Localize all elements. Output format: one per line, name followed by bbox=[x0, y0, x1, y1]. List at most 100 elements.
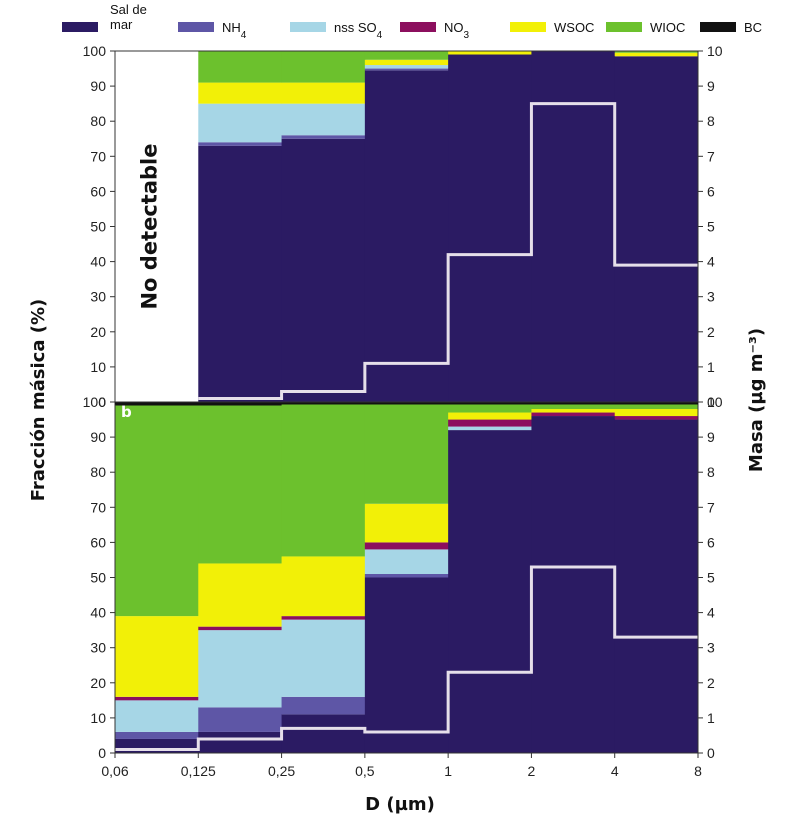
bar-segment-a-1-wsoc bbox=[198, 82, 283, 104]
x-tick-label: 0,5 bbox=[355, 763, 375, 779]
bar-segment-a-3-so4 bbox=[364, 65, 449, 69]
left-tick-label: 70 bbox=[90, 499, 106, 515]
x-tick-label: 1 bbox=[444, 763, 452, 779]
bar-segment-a-3-wioc bbox=[364, 51, 449, 60]
left-tick-label: 90 bbox=[90, 78, 106, 94]
bar-segment-b-0-nh4 bbox=[115, 731, 199, 739]
legend-swatch-no3 bbox=[400, 22, 436, 32]
left-tick-label: 0 bbox=[98, 394, 106, 410]
bar-segment-a-2-sal bbox=[281, 138, 366, 402]
bar-segment-b-3-wioc bbox=[364, 402, 449, 504]
left-tick-label: 10 bbox=[90, 710, 106, 726]
bar-segment-b-1-nh4 bbox=[198, 707, 283, 732]
legend-label-sal: mar bbox=[110, 17, 133, 32]
legend-label-wsoc: WSOC bbox=[554, 20, 594, 35]
bar-segment-a-1-sal bbox=[198, 145, 283, 402]
bar-segment-b-3-nh4 bbox=[364, 573, 449, 578]
right-tick-label: 1 bbox=[707, 710, 715, 726]
bar-segment-b-0-no3 bbox=[115, 696, 199, 701]
right-tick-label: 4 bbox=[707, 605, 715, 621]
bar-segment-b-5-no3 bbox=[531, 412, 616, 417]
bar-segment-b-1-sal bbox=[198, 731, 283, 753]
bar-segment-b-2-so4 bbox=[281, 619, 366, 697]
x-tick-label: 0,25 bbox=[268, 763, 295, 779]
panel-b: b bbox=[114, 401, 699, 754]
legend-label-no3: NO3 bbox=[444, 20, 470, 41]
left-tick-label: 30 bbox=[90, 289, 106, 305]
x-tick-label: 4 bbox=[611, 763, 619, 779]
bar-segment-a-6-wsoc bbox=[614, 52, 699, 57]
y-axis-title-left: Fracción másica (%) bbox=[28, 299, 49, 501]
right-tick-label: 9 bbox=[707, 78, 715, 94]
legend-swatch-nh4 bbox=[178, 22, 214, 32]
bar-segment-b-2-wsoc bbox=[281, 556, 366, 617]
right-tick-label: 7 bbox=[707, 499, 715, 515]
legend-swatch-wioc bbox=[606, 22, 642, 32]
legend-label-so4: nss SO4 bbox=[334, 20, 383, 41]
left-tick-label: 60 bbox=[90, 183, 106, 199]
left-tick-label: 70 bbox=[90, 148, 106, 164]
bar-segment-b-6-no3 bbox=[614, 416, 699, 420]
left-tick-label: 100 bbox=[83, 43, 107, 59]
no-detectable-annotation: No detectable bbox=[138, 143, 162, 309]
y-axis-title-right: Masa (µg m⁻³) bbox=[746, 328, 767, 472]
right-tick-label: 6 bbox=[707, 534, 715, 550]
right-tick-label: 8 bbox=[707, 464, 715, 480]
right-tick-label: 2 bbox=[707, 324, 715, 340]
bar-segment-a-3-wsoc bbox=[364, 59, 449, 66]
legend-swatch-so4 bbox=[290, 22, 326, 32]
panel-label-a: a bbox=[121, 52, 131, 70]
legend-swatch-bc bbox=[700, 22, 736, 32]
bar-segment-b-2-wioc bbox=[281, 402, 366, 557]
right-tick-label: 5 bbox=[707, 219, 715, 235]
right-tick-label: 0 bbox=[707, 394, 715, 410]
bar-segment-b-2-nh4 bbox=[281, 696, 366, 715]
left-tick-label: 90 bbox=[90, 429, 106, 445]
left-tick-label: 60 bbox=[90, 534, 106, 550]
right-tick-label: 2 bbox=[707, 675, 715, 691]
bar-segment-b-5-sal bbox=[531, 416, 616, 753]
x-tick-label: 0,125 bbox=[181, 763, 216, 779]
bar-segment-b-3-wsoc bbox=[364, 503, 449, 543]
bar-segment-a-2-so4 bbox=[281, 103, 366, 136]
left-tick-label: 50 bbox=[90, 219, 106, 235]
bar-segment-b-2-sal bbox=[281, 714, 366, 753]
bar-segment-b-1-so4 bbox=[198, 630, 283, 708]
left-tick-label: 80 bbox=[90, 113, 106, 129]
mass-step-line-a bbox=[198, 102, 698, 400]
bar-segment-b-3-so4 bbox=[364, 549, 449, 574]
right-tick-label: 4 bbox=[707, 254, 715, 270]
right-tick-label: 7 bbox=[707, 148, 715, 164]
bar-segment-a-3-nh4 bbox=[364, 68, 449, 71]
bar-segment-b-0-so4 bbox=[115, 700, 199, 732]
legend-swatch-sal bbox=[62, 22, 98, 32]
bar-segment-a-6-wioc bbox=[614, 51, 699, 53]
bar-segment-a-1-so4 bbox=[198, 103, 283, 143]
left-tick-label: 40 bbox=[90, 605, 106, 621]
bar-segment-a-3-sal bbox=[364, 70, 449, 403]
right-tick-label: 3 bbox=[707, 289, 715, 305]
bar-segment-b-3-sal bbox=[364, 577, 449, 753]
bar-segment-b-1-no3 bbox=[198, 626, 283, 631]
bar-segment-a-2-nh4 bbox=[281, 135, 366, 139]
bar-segment-b-5-wsoc bbox=[531, 409, 616, 413]
bar-segment-a-6-sal bbox=[614, 56, 699, 402]
bar-segment-b-6-sal bbox=[614, 419, 699, 753]
mass-step-line-b bbox=[115, 565, 698, 751]
legend-label-sal: Sal de bbox=[110, 2, 147, 17]
right-tick-label: 1 bbox=[707, 359, 715, 375]
bar-segment-a-1-wioc bbox=[198, 51, 283, 83]
right-tick-label: 3 bbox=[707, 640, 715, 656]
bar-segment-b-1-wioc bbox=[198, 405, 283, 564]
legend-label-wioc: WIOC bbox=[650, 20, 685, 35]
right-tick-label: 9 bbox=[707, 429, 715, 445]
right-tick-label: 10 bbox=[707, 43, 723, 59]
bar-segment-a-4-sal bbox=[448, 54, 532, 402]
left-tick-label: 0 bbox=[98, 745, 106, 761]
bar-segment-a-1-nh4 bbox=[198, 142, 283, 146]
right-tick-label: 10 bbox=[707, 394, 723, 410]
panel-a: a No detectable bbox=[114, 50, 699, 403]
x-tick-label: 0,06 bbox=[101, 763, 128, 779]
